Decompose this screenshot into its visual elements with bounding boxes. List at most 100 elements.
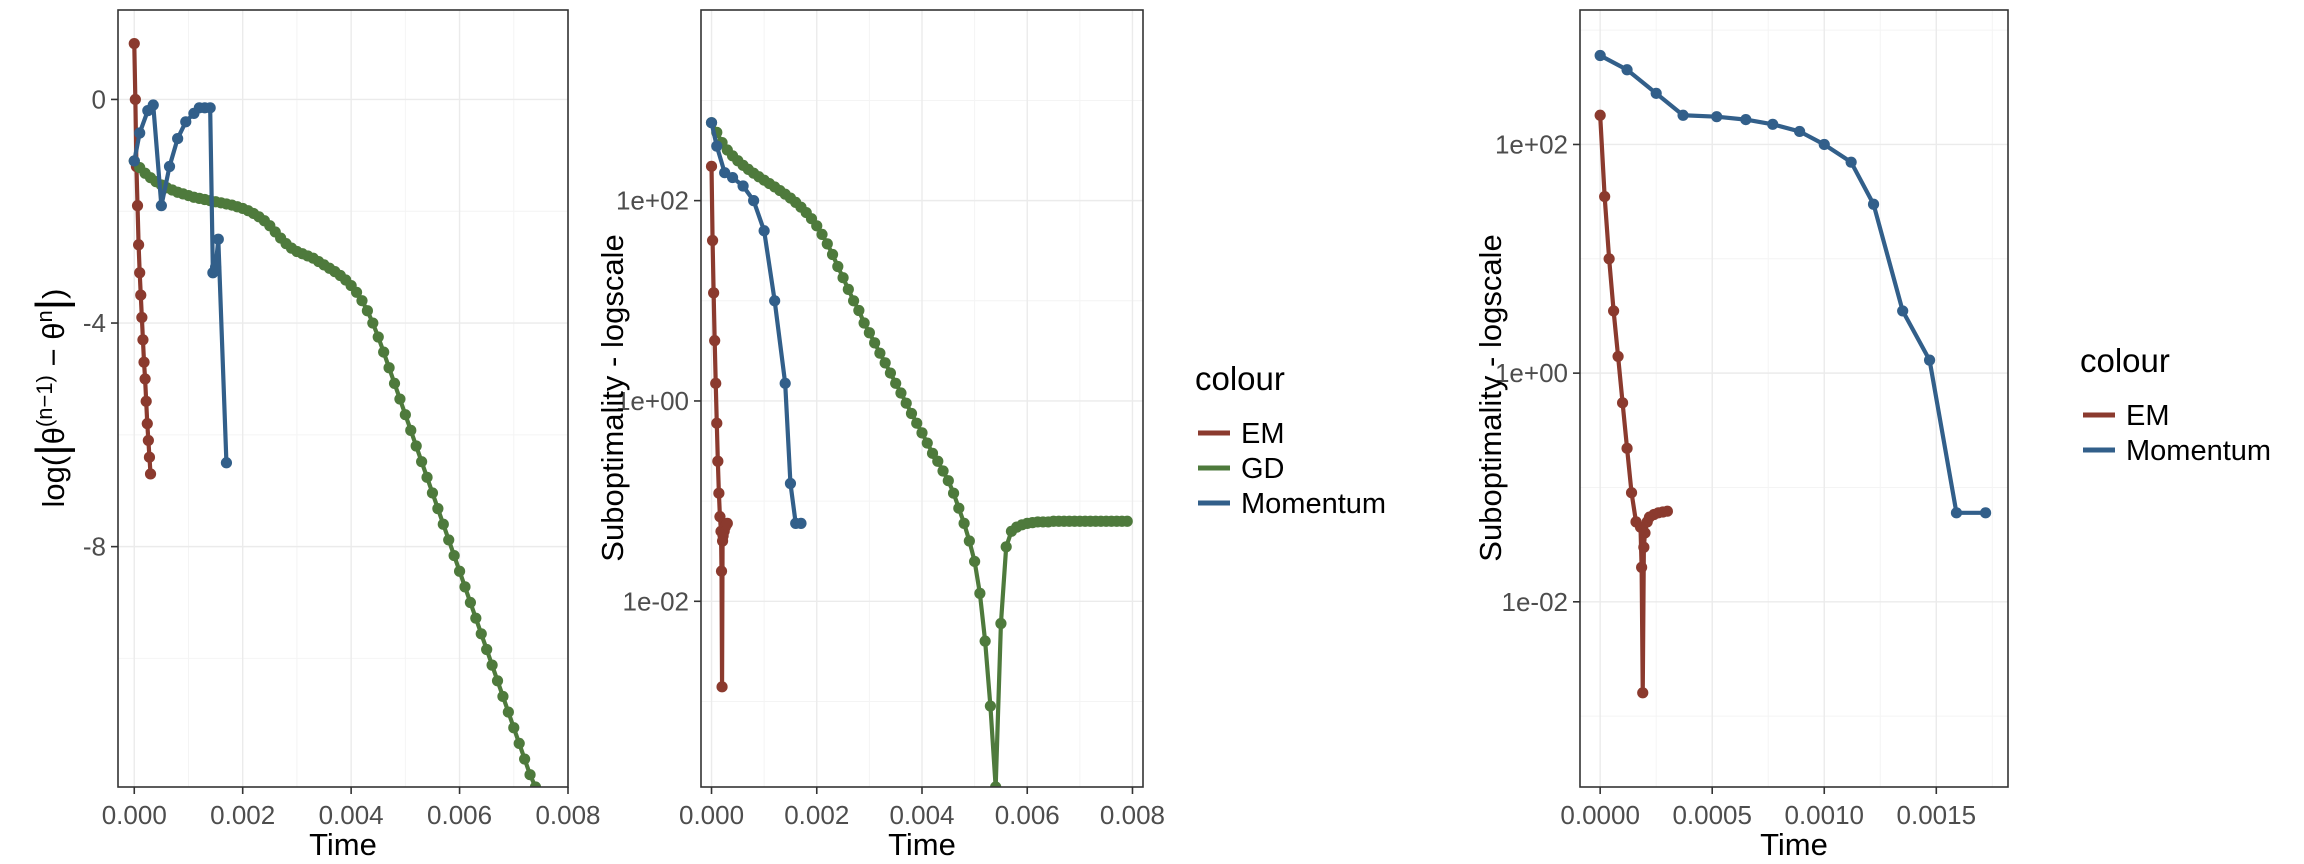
series-point-gd: [481, 643, 493, 656]
series-point-gd: [874, 347, 886, 359]
series-point-em: [709, 335, 721, 347]
series-point-em: [714, 511, 726, 523]
series-point-gd: [432, 503, 444, 515]
panel-3-frame: [1579, 9, 2009, 788]
series-line-em: [132, 43, 153, 475]
series-point-momentum: [769, 295, 781, 307]
series-point-momentum: [711, 140, 723, 152]
x-tick-label: 0.008: [1100, 800, 1165, 830]
series-point-momentum: [172, 132, 184, 145]
x-tick-label: 0.000: [679, 800, 744, 830]
svg-text:log(|θ(n−1) − θn|): log(|θ(n−1) − θn|): [27, 289, 76, 508]
panel-1-ticks: 0.000 0.002 0.004 0.006 0.008 0 -4 -8: [83, 84, 601, 830]
x-tick-label: 0.0015: [1897, 800, 1977, 830]
series-point-gd: [900, 397, 912, 409]
series-point-gd: [421, 471, 433, 483]
series-point-em: [721, 517, 733, 529]
series-point-em: [142, 434, 154, 447]
series-point-momentum: [779, 377, 791, 389]
series-point-momentum: [737, 180, 749, 192]
x-tick-label: 0.004: [889, 800, 954, 830]
panel-2-grid: [701, 10, 1143, 787]
series-point-em: [1638, 541, 1650, 553]
series-point-momentum: [1867, 198, 1880, 210]
y-tick-label: 1e-02: [623, 586, 690, 616]
y-title-close: ): [36, 289, 71, 299]
series-point-em: [141, 418, 153, 430]
x-tick-label: 0.004: [319, 800, 384, 830]
series-point-momentum: [748, 195, 760, 207]
series-point-momentum: [1621, 64, 1633, 76]
series-point-em: [133, 239, 145, 251]
series-point-em: [137, 334, 149, 346]
series-point-em: [129, 93, 141, 106]
x-tick-label: 0.0005: [1672, 800, 1752, 830]
series-point-gd: [459, 581, 471, 593]
series-point-gd: [508, 722, 520, 734]
series-point-em: [140, 395, 152, 407]
panel-2-series: [705, 117, 1133, 787]
series-point-gd: [486, 659, 498, 671]
series-point-em: [1612, 350, 1624, 363]
series-point-em: [134, 267, 146, 279]
legend-label-momentum: Momentum: [1241, 488, 1386, 520]
series-point-em: [1603, 253, 1615, 265]
series-point-em: [708, 287, 720, 299]
y-title-open: log(: [36, 455, 71, 507]
series-point-gd: [448, 549, 460, 562]
series-point-gd: [437, 518, 449, 530]
series-point-momentum: [1767, 118, 1779, 130]
series-point-gd: [394, 393, 406, 405]
series-point-em: [143, 451, 156, 463]
series-point-gd: [990, 781, 1002, 787]
series-point-gd: [1121, 515, 1133, 527]
series-point-momentum: [726, 171, 739, 184]
panel-2-y-axis-title: Suboptimality - logscale: [595, 234, 630, 561]
series-point-em: [138, 356, 150, 368]
series-point-momentum: [1897, 305, 1909, 317]
x-tick-label: 0.006: [995, 800, 1060, 830]
legend-label-em: EM: [2126, 400, 2170, 432]
panel-1-x-axis-title: Time: [309, 827, 377, 862]
series-point-momentum: [1594, 49, 1606, 62]
series-point-em: [131, 200, 144, 212]
series-point-momentum: [155, 200, 167, 212]
series-point-gd: [410, 440, 422, 452]
panel-3-suboptimality-zoom: 0.0000 0.0005 0.0010 0.00151e+021e+001e-02 …: [1473, 9, 2009, 862]
series-point-gd: [969, 555, 981, 568]
series-point-gd: [837, 272, 849, 284]
series-point-gd: [921, 437, 933, 449]
series-point-em: [1608, 305, 1620, 317]
series-point-em: [128, 37, 140, 50]
series-point-gd: [443, 534, 455, 546]
series-point-gd: [475, 628, 487, 640]
series-point-gd: [811, 220, 823, 232]
series-point-gd: [519, 753, 531, 765]
x-tick-label: 0.0000: [1560, 800, 1640, 830]
series-point-em: [135, 289, 147, 301]
series-point-gd: [953, 502, 965, 514]
series-point-gd: [947, 487, 960, 499]
series-point-em: [1599, 191, 1611, 203]
panel-3-series: [1594, 49, 1992, 699]
series-point-gd: [995, 617, 1007, 630]
series-point-em: [144, 468, 157, 480]
series-point-gd: [513, 737, 525, 750]
y-title-theta2: θ: [36, 323, 71, 340]
x-tick-label: 0.008: [535, 800, 600, 830]
series-point-momentum: [204, 102, 216, 114]
series-point-momentum: [128, 155, 140, 167]
y-tick-label: -4: [83, 308, 106, 338]
panel-2-suboptimality: 0.000 0.002 0.004 0.006 0.008 1e+02 1e+00 1e-02…: [595, 9, 1165, 862]
panel-2-ticks: 0.000 0.002 0.004 0.006 0.008 1e+02 1e+00 1e-02: [616, 186, 1165, 830]
series-point-gd: [984, 700, 997, 712]
series-point-momentum: [1740, 114, 1752, 126]
x-tick-label: 0.000: [102, 800, 167, 830]
x-tick-label: 0.002: [784, 800, 849, 830]
series-point-momentum: [180, 116, 192, 128]
series-point-em: [706, 234, 719, 247]
panel-2-x-axis-title: Time: [888, 827, 956, 862]
